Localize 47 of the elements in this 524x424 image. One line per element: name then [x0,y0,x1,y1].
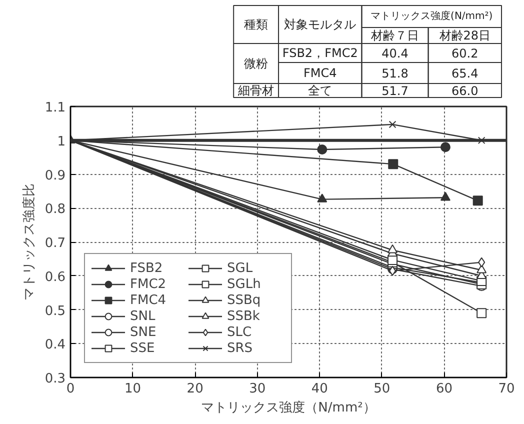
legend-label: SRS [227,340,254,356]
text: 60.2 [452,46,478,60]
text: FSB2，FMC2 [282,46,358,60]
legend-label: SLC [227,324,253,340]
text: 51.8 [382,66,408,80]
x-tick-label: 40 [311,382,328,396]
text: FMC4 [303,66,337,80]
legend-label: SNL [130,308,156,324]
x-tick-label: 50 [374,382,390,396]
x-tick-label: 0 [66,382,75,396]
text: 微粉 [244,56,268,70]
x-tick-label: 30 [249,382,266,396]
legend-label: FMC2 [130,276,168,292]
text: 65.4 [452,66,478,80]
text: マトリックス強度(N/mm²) [370,10,493,22]
text: 対象モルタル [284,18,356,32]
text: 66.0 [452,84,478,98]
y-tick-label: 0.3 [44,372,66,386]
y-tick-label: 0.6 [44,270,66,285]
y-tick-label: 0.9 [44,168,66,184]
text: 材齢28日 [438,28,491,42]
y-tick-label: 0.7 [44,236,66,251]
legend-label: SGLh [227,276,262,292]
text: 種類 [244,18,268,32]
legend-label: SGL [227,260,254,276]
x-axis-title: マトリックス強度（N/mm²） [201,400,376,416]
x-tick-label: 60 [436,382,452,396]
x-tick-label: 10 [124,382,142,396]
text: 材齢７日 [370,28,420,42]
text: 細骨材 [237,84,274,98]
text: 51.7 [382,84,408,98]
x-tick-label: 20 [186,382,204,396]
legend-label: SSE [130,340,156,356]
y-tick-label: 0.5 [44,304,66,319]
legend-label: FSB2 [130,260,164,276]
y-tick-label: 1.1 [44,100,66,116]
legend-label: SSBk [227,308,261,324]
y-tick-label: 0.8 [44,202,66,218]
y-tick-label: 1 [57,134,66,150]
x-tick-label: 70 [498,382,515,396]
y-tick-label: 0.4 [44,338,66,353]
legend-label: FMC4 [130,292,168,308]
legend-label: SNE [130,324,158,340]
text: 40.4 [382,46,408,60]
y-axis-title: マトリックス強度比 [20,184,37,300]
legend-label: SSBq [227,292,262,308]
text: 全て [308,84,332,98]
